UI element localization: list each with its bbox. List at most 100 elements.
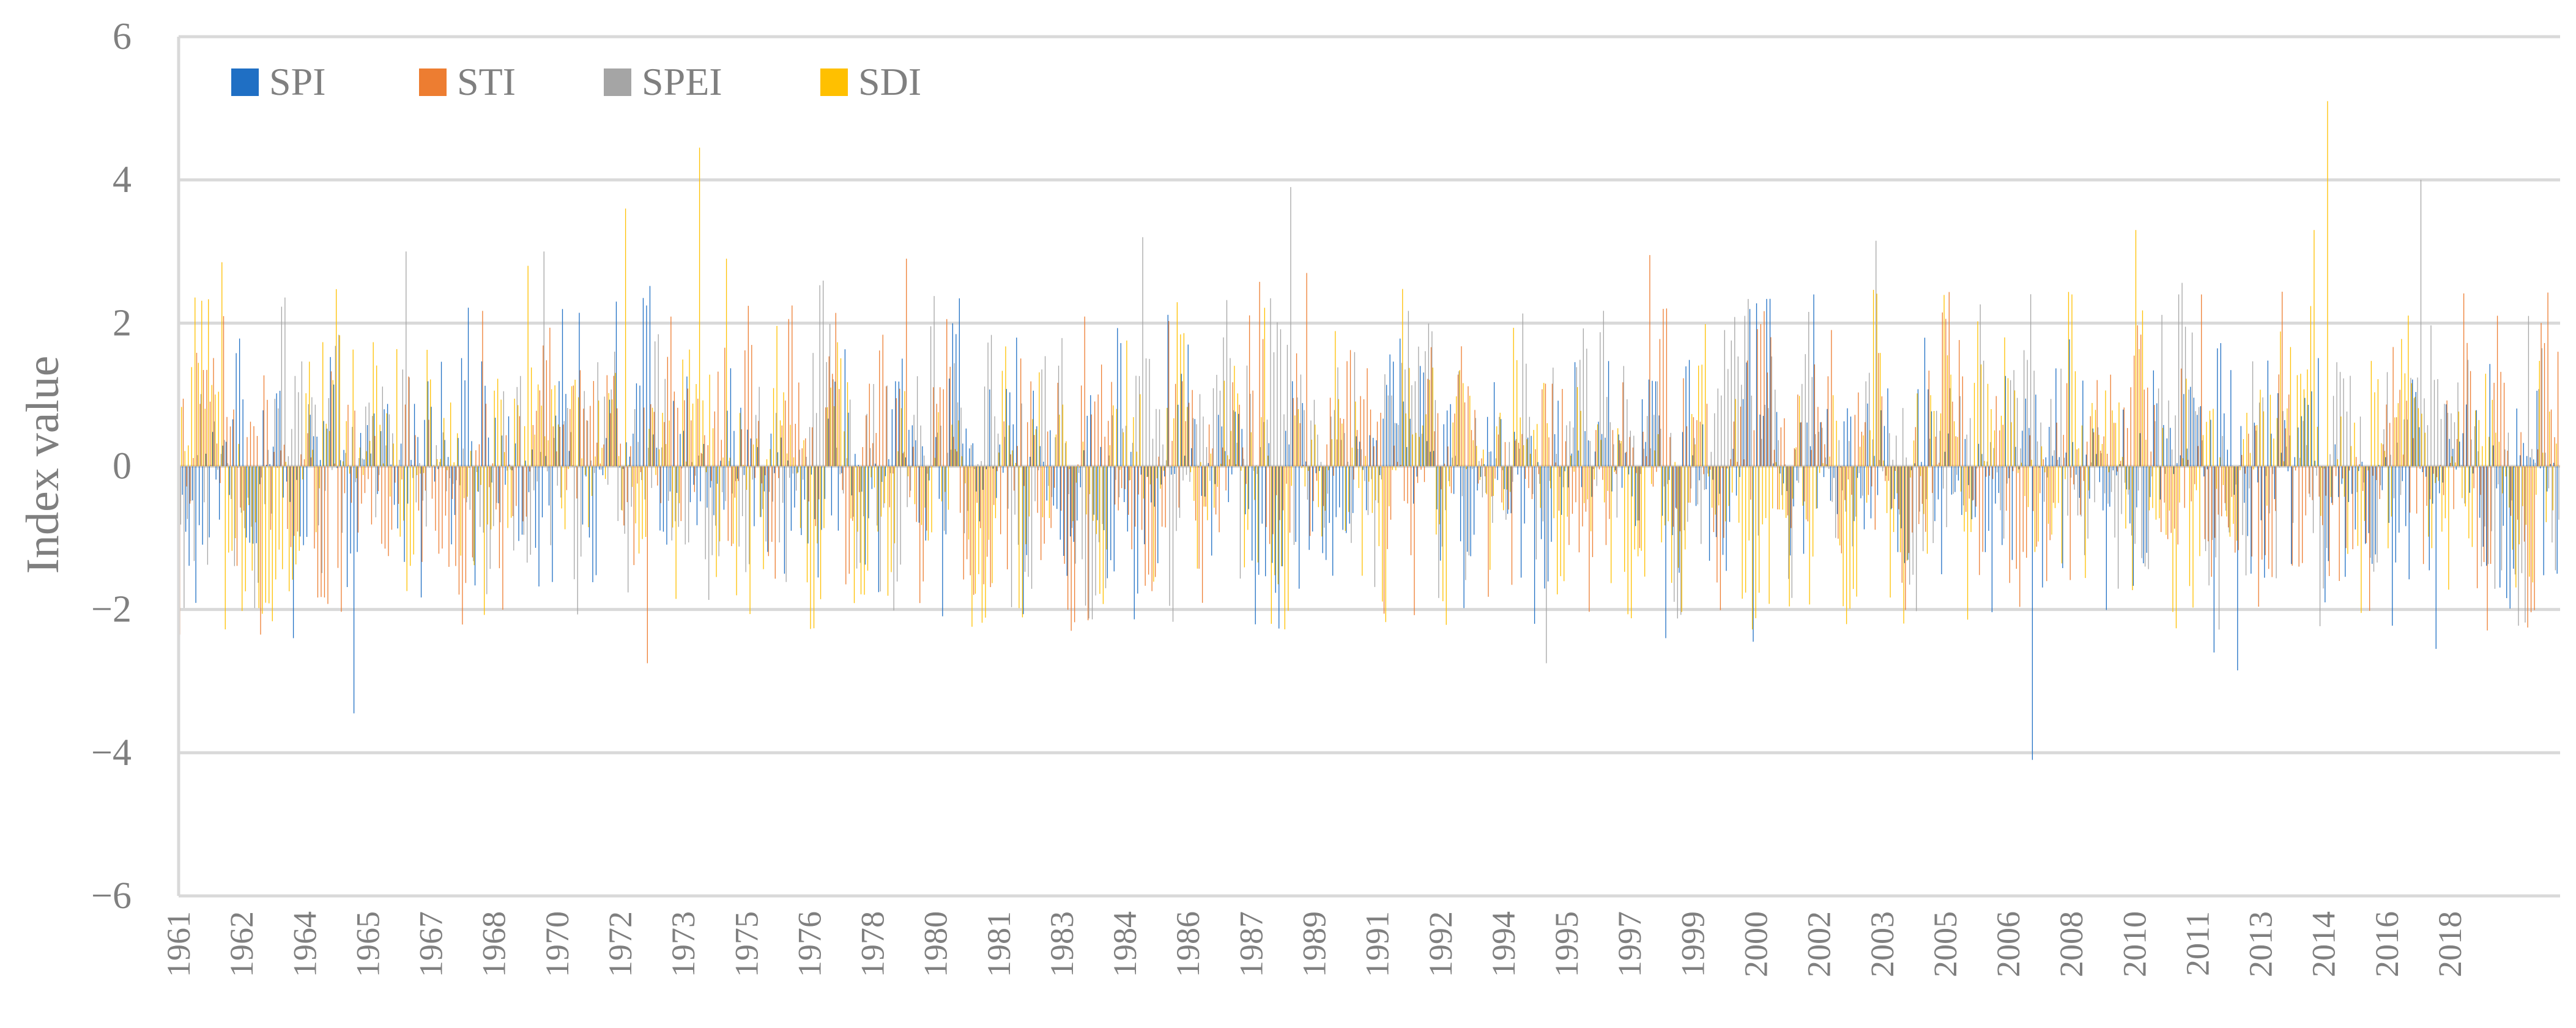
bar-sdi xyxy=(1775,462,1776,467)
bar-sdi xyxy=(322,342,324,467)
bar-spi xyxy=(1117,328,1118,467)
bar-sti xyxy=(640,466,641,473)
bar-sti xyxy=(1568,466,1570,545)
bar-spei xyxy=(1906,457,1907,467)
bar-sti xyxy=(435,466,436,531)
bar-sdi xyxy=(2004,337,2005,467)
bar-spi xyxy=(1412,466,1414,504)
bar-spi xyxy=(1914,463,1915,467)
bar-spei xyxy=(271,466,272,514)
bar-spi xyxy=(2291,466,2292,564)
bar-sti xyxy=(1521,434,1523,467)
bar-spei xyxy=(2205,466,2207,552)
bar-spi xyxy=(2496,466,2497,489)
bar-spi xyxy=(1884,426,1885,467)
bar-sdi xyxy=(2179,466,2180,503)
bar-sti xyxy=(344,466,346,494)
bar-spei xyxy=(1337,367,1338,467)
bar-sdi xyxy=(2152,466,2153,508)
x-tick-label: 1970 xyxy=(539,911,576,977)
bar-spei xyxy=(1586,349,1587,467)
bar-sti xyxy=(478,444,480,467)
bar-spi xyxy=(1783,466,1784,484)
bar-spei xyxy=(920,425,921,467)
bar-sti xyxy=(1067,466,1069,610)
bar-spei xyxy=(664,379,666,467)
bar-spei xyxy=(1606,397,1608,467)
bar-spi xyxy=(1554,434,1556,467)
bar-spei xyxy=(2336,362,2337,467)
bar-sdi xyxy=(2394,417,2396,467)
bar-spi xyxy=(1154,466,1155,507)
bar-sti xyxy=(2443,466,2444,495)
bar-sti xyxy=(1898,466,1899,509)
bar-spei xyxy=(1344,433,1345,467)
bar-spei xyxy=(358,458,360,467)
bar-sti xyxy=(1817,407,1819,467)
bar-sdi xyxy=(346,421,347,467)
bar-sdi xyxy=(752,444,754,467)
bar-spi xyxy=(1083,450,1085,467)
bar-spi xyxy=(2079,466,2080,498)
bar-sdi xyxy=(2098,435,2099,467)
bar-sdi xyxy=(1721,466,1723,468)
bar-spi xyxy=(363,459,365,467)
bar-spi xyxy=(673,401,674,467)
bar-spi xyxy=(1540,466,1542,539)
bar-spi xyxy=(545,456,546,467)
bar-spi xyxy=(2506,466,2507,599)
bar-sdi xyxy=(453,462,455,467)
bar-spei xyxy=(1243,459,1244,467)
bar-spi xyxy=(938,466,940,499)
bar-sdi xyxy=(470,451,472,467)
bar-sdi xyxy=(810,466,811,629)
bar-spei xyxy=(1603,311,1604,467)
bar-sdi xyxy=(601,448,603,467)
bar-spei xyxy=(1455,456,1457,467)
bar-sti xyxy=(2473,466,2474,489)
bar-sdi xyxy=(571,386,573,467)
bar-sti xyxy=(374,435,376,467)
bar-spei xyxy=(2481,466,2482,567)
bar-spei xyxy=(2289,435,2290,467)
bar-spi xyxy=(222,445,223,467)
bar-spi xyxy=(1009,392,1011,467)
bar-sdi xyxy=(1429,380,1430,467)
bar-spi xyxy=(1981,454,1983,467)
bar-spei xyxy=(2137,466,2139,491)
bar-spi xyxy=(1234,412,1236,467)
bar-sti xyxy=(1730,459,1731,467)
bar-spi xyxy=(747,429,748,467)
bar-sti xyxy=(1528,466,1529,489)
bar-spei xyxy=(210,465,212,467)
bar-sdi xyxy=(1503,466,1504,511)
bar-sdi xyxy=(1866,466,1868,503)
bar-spei xyxy=(1835,466,1836,538)
bar-spi xyxy=(1443,424,1444,467)
bar-spi xyxy=(1793,466,1794,507)
bar-sti xyxy=(741,429,742,467)
bar-sdi xyxy=(1846,466,1847,624)
bar-sdi xyxy=(1594,466,1595,480)
bar-spei xyxy=(385,445,387,467)
bar-sti xyxy=(525,466,527,517)
bar-spei xyxy=(1993,448,1994,467)
bar-spi xyxy=(1362,466,1364,470)
bar-spei xyxy=(1667,466,1668,484)
bar-sdi xyxy=(2370,361,2372,467)
bar-spi xyxy=(1961,466,1962,516)
series-bars xyxy=(179,101,2560,760)
bar-spei xyxy=(2131,466,2132,536)
bar-sti xyxy=(2271,466,2273,577)
bar-sti xyxy=(1494,466,1496,479)
bar-sti xyxy=(1891,466,1893,508)
bar-spi xyxy=(2509,466,2511,609)
bar-sdi xyxy=(530,367,532,467)
bar-spei xyxy=(2262,397,2263,467)
bar-spei xyxy=(2454,422,2455,467)
bar-sdi xyxy=(403,466,404,521)
x-tick-label: 1995 xyxy=(1548,911,1585,977)
bar-sti xyxy=(2419,466,2421,469)
bar-spi xyxy=(1830,466,1832,501)
bar-sti xyxy=(2066,383,2068,467)
